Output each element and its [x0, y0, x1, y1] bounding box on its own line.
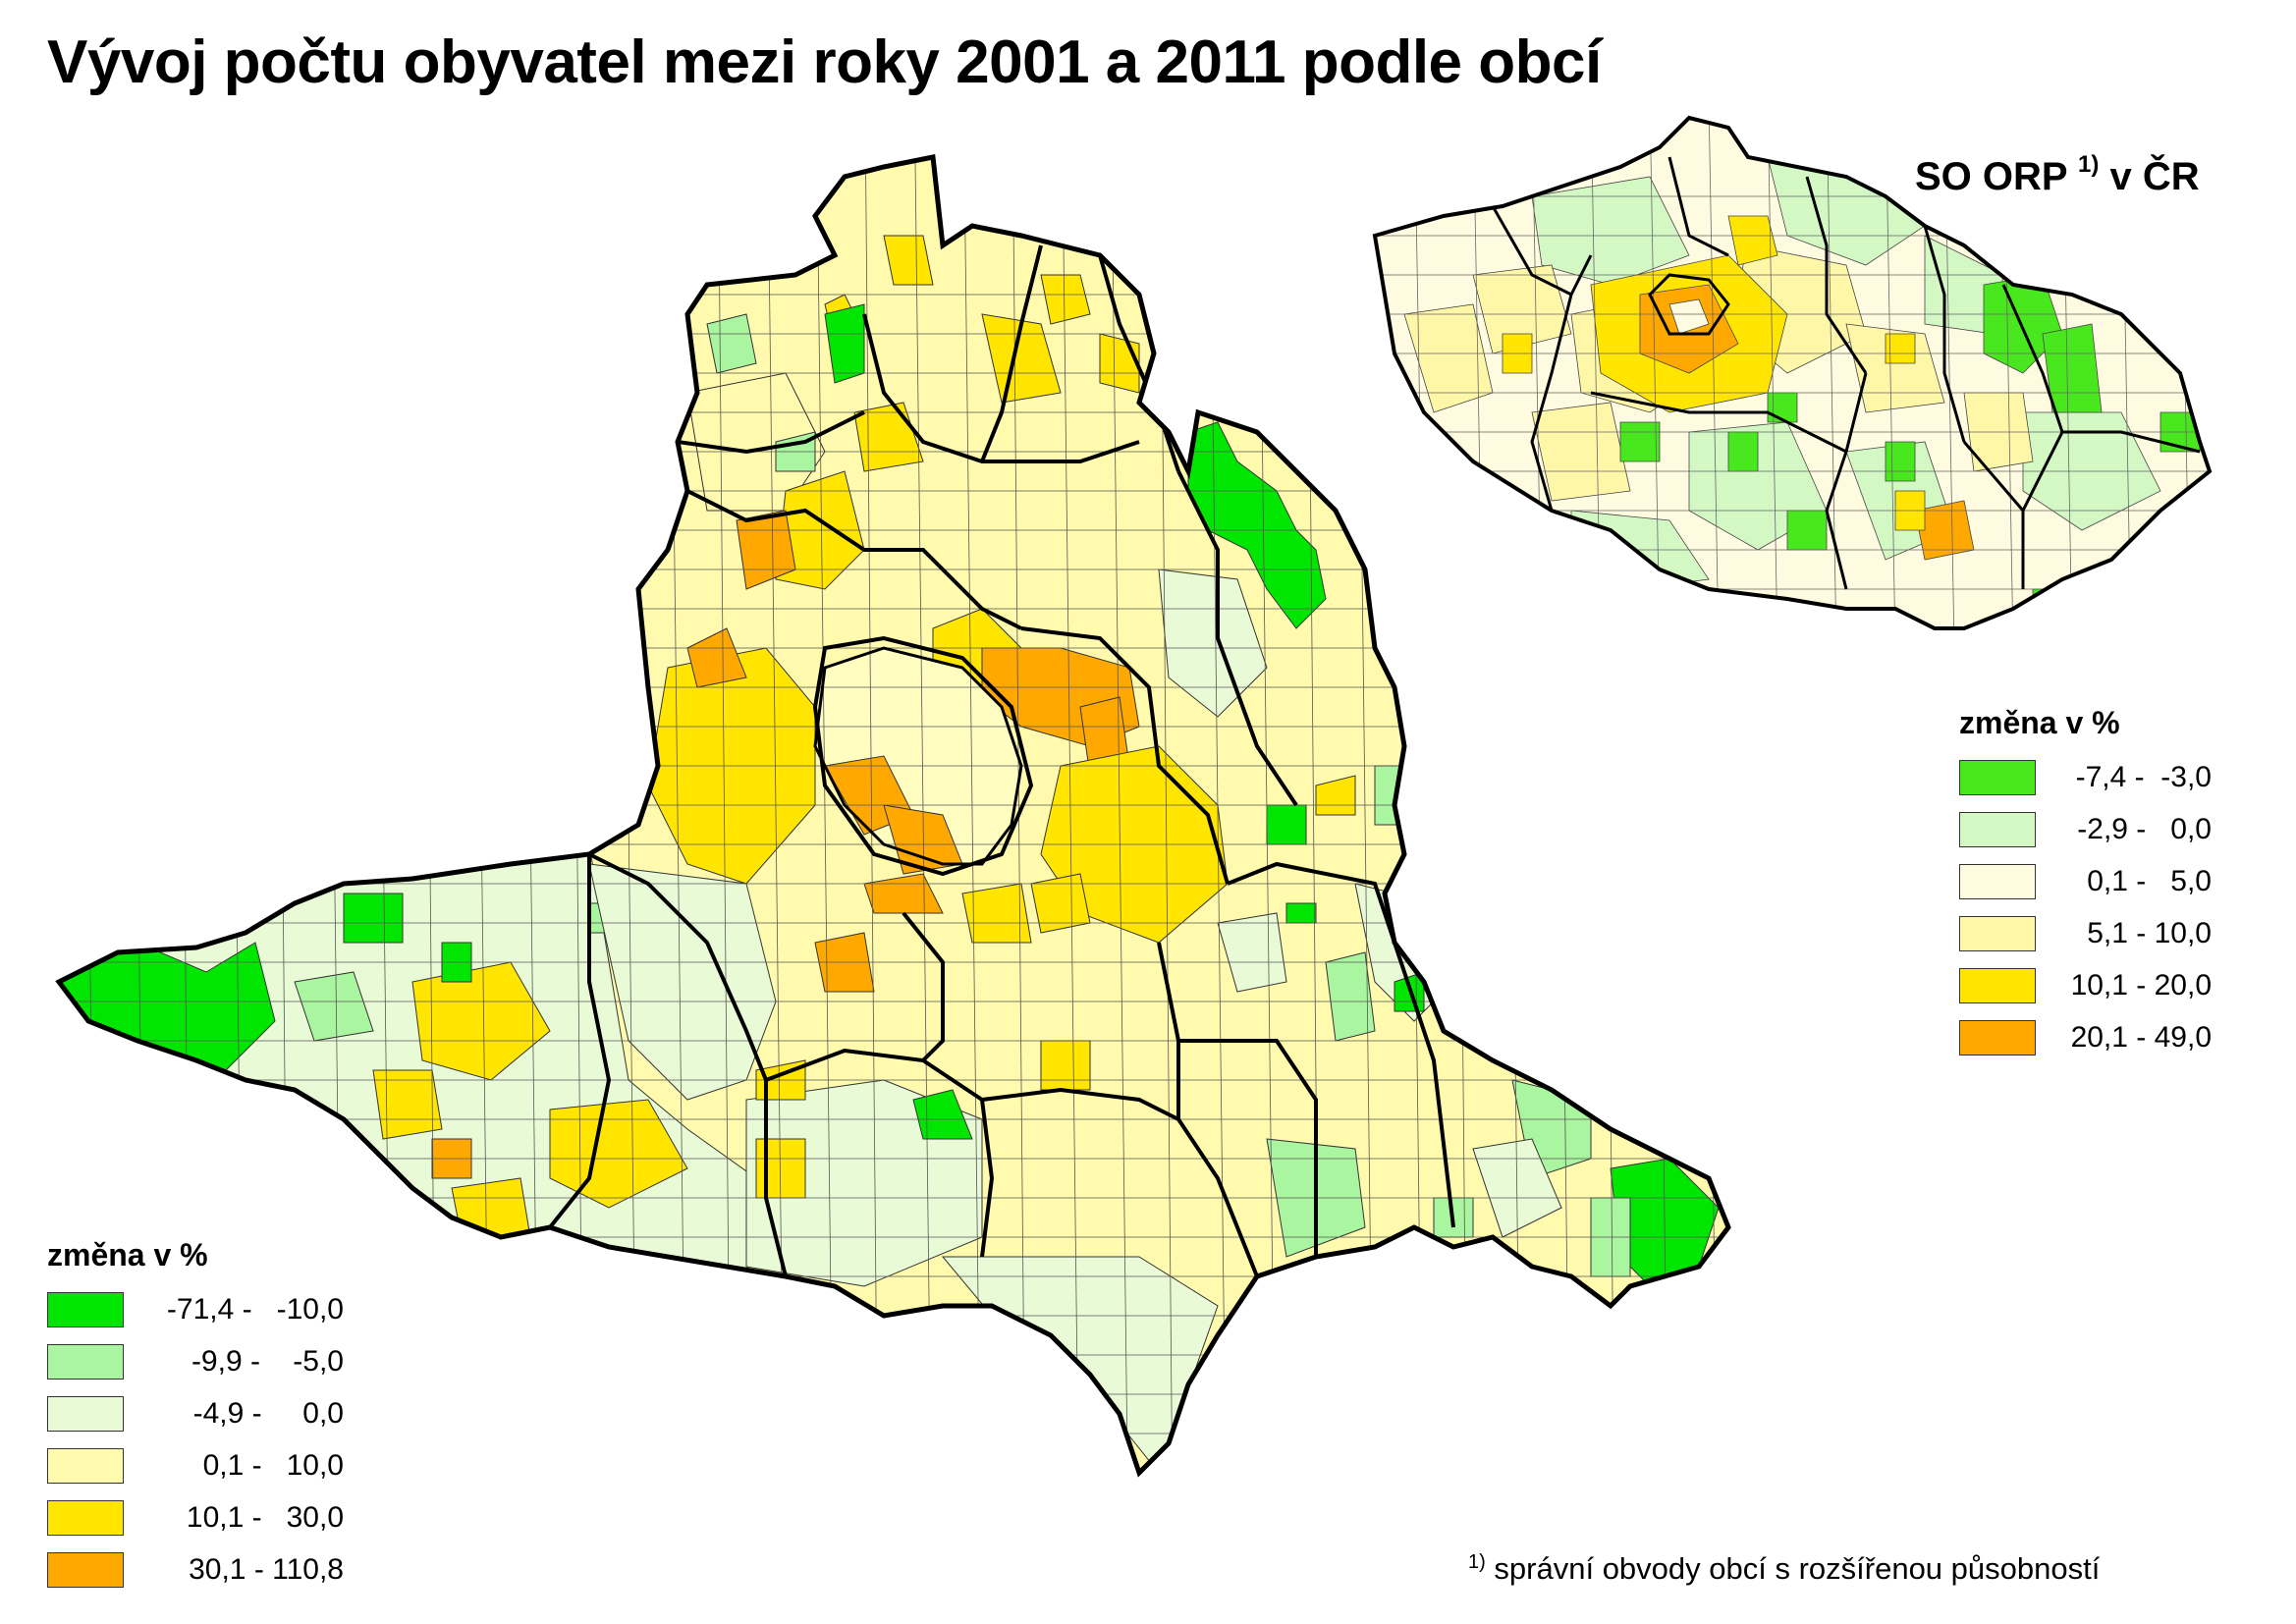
legend-orp-item: -7,4 - -3,0: [1959, 751, 2212, 803]
legend-swatch: [47, 1447, 124, 1484]
legend-orp-item: 10,1 - 20,0: [1959, 959, 2212, 1011]
footnote: 1) správní obvody obcí s rozšířenou půso…: [1468, 1551, 2101, 1586]
legend-swatch: [1959, 759, 2036, 795]
legend-label: 30,1 - 110,8: [189, 1552, 344, 1586]
legend-swatch: [47, 1291, 124, 1327]
legend-swatch: [1959, 967, 2036, 1003]
legend-label: -9,9 - -5,0: [191, 1344, 344, 1378]
page-title: Vývoj počtu obyvatel mezi roky 2001 a 20…: [47, 28, 1602, 96]
legend-main-item: -4,9 - 0,0: [47, 1387, 344, 1439]
legend-label: 0,1 - 5,0: [2087, 864, 2212, 897]
legend-swatch: [47, 1343, 124, 1380]
legend-main-item: 0,1 - 10,0: [47, 1439, 344, 1491]
legend-orp-item: 0,1 - 5,0: [1959, 855, 2212, 907]
legend-label: 10,1 - 20,0: [2070, 968, 2212, 1001]
legend-orp-item: 20,1 - 49,0: [1959, 1011, 2212, 1063]
legend-orp-item: 5,1 - 10,0: [1959, 907, 2212, 959]
legend-swatch: [1959, 915, 2036, 951]
legend-orp: změna v % -7,4 - -3,0 -2,9 - 0,0 0,1 - 5…: [1959, 705, 2212, 1063]
legend-label: 5,1 - 10,0: [2087, 916, 2212, 949]
legend-label: -7,4 - -3,0: [2075, 760, 2212, 793]
legend-main-item: -9,9 - -5,0: [47, 1335, 344, 1387]
legend-label: -4,9 - 0,0: [192, 1396, 344, 1430]
legend-label: -71,4 - -10,0: [166, 1292, 344, 1326]
legend-swatch: [47, 1395, 124, 1432]
legend-main-item: -71,4 - -10,0: [47, 1283, 344, 1335]
legend-label: -2,9 - 0,0: [2077, 812, 2212, 845]
legend-orp-item: -2,9 - 0,0: [1959, 803, 2212, 855]
legend-swatch: [1959, 811, 2036, 847]
legend-label: 10,1 - 30,0: [186, 1500, 344, 1534]
legend-label: 20,1 - 49,0: [2070, 1020, 2212, 1054]
legend-orp-title: změna v %: [1959, 705, 2120, 740]
legend-main-item: 10,1 - 30,0: [47, 1491, 344, 1543]
legend-swatch: [1959, 863, 2036, 899]
legend-label: 0,1 - 10,0: [202, 1448, 344, 1482]
legend-main: změna v % -71,4 - -10,0 -9,9 - -5,0 -4,9…: [47, 1237, 344, 1596]
inset-title: SO ORP 1) v ČR: [1915, 151, 2200, 198]
legend-swatch: [47, 1551, 124, 1588]
legend-swatch: [47, 1499, 124, 1536]
legend-main-item: 30,1 - 110,8: [47, 1543, 344, 1596]
legend-main-title: změna v %: [47, 1237, 208, 1272]
legend-swatch: [1959, 1019, 2036, 1056]
